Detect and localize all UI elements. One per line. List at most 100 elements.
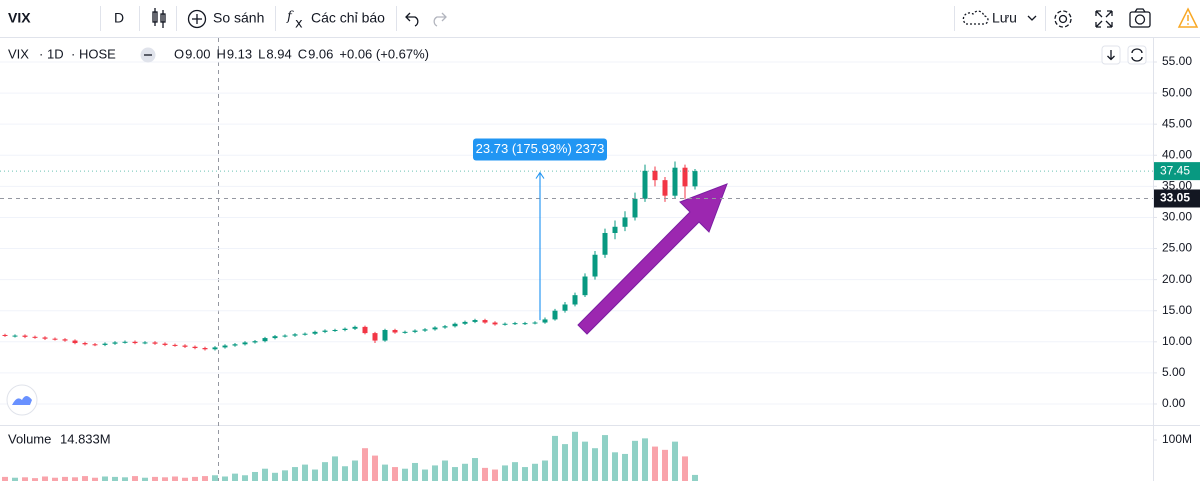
redo-button[interactable]	[433, 12, 447, 27]
snapshot-button[interactable]	[1129, 8, 1151, 28]
interval-button[interactable]: D	[114, 10, 124, 26]
volume-bar	[492, 469, 498, 481]
candle-body	[432, 327, 438, 330]
candle-body	[32, 336, 38, 338]
undo-button[interactable]	[405, 12, 419, 27]
y-tick-label: 40.00	[1162, 147, 1192, 161]
settings-button[interactable]	[1054, 10, 1072, 28]
volume-bar	[442, 460, 448, 481]
volume-bar	[82, 476, 88, 481]
indicators-button[interactable]: Các chỉ báo	[311, 10, 385, 26]
ohlc-label: O	[174, 46, 184, 61]
volume-tick-label: 100M	[1162, 432, 1192, 446]
volume-bar	[362, 448, 368, 481]
y-tick-label: 10.00	[1162, 334, 1192, 348]
candle-body	[622, 217, 628, 227]
volume-bar	[112, 476, 118, 481]
candle-body	[582, 276, 588, 296]
candle-body	[472, 320, 478, 322]
volume-bar	[532, 463, 538, 481]
volume-bar	[332, 456, 338, 481]
scroll-button[interactable]	[1101, 45, 1121, 65]
y-tick-label: 50.00	[1162, 85, 1192, 99]
volume-bar	[62, 476, 68, 481]
candle-body	[452, 323, 458, 327]
volume-bar	[232, 473, 238, 481]
volume-bar	[252, 471, 258, 481]
volume-bar	[402, 468, 408, 481]
toolbar	[0, 0, 1200, 37]
candle-body	[62, 339, 68, 341]
legend-dot: ·	[71, 46, 75, 61]
volume-bar	[42, 476, 48, 481]
indicators-icon[interactable]: f	[286, 10, 294, 25]
candle-body	[562, 304, 568, 311]
alert-icon[interactable]	[1177, 7, 1199, 28]
volume-bar	[642, 438, 648, 481]
volume-bar	[582, 441, 588, 481]
y-tick-label: 0.00	[1162, 396, 1186, 410]
candle-body	[162, 343, 168, 345]
volume-bar	[212, 475, 218, 481]
candle-body	[172, 344, 178, 346]
last-price-badge	[1154, 162, 1200, 181]
volume-bar	[372, 455, 378, 481]
legend-interval: 1D	[47, 46, 64, 61]
volume-bar	[552, 435, 558, 481]
ohlc-value: 9.06	[308, 46, 333, 61]
volume-bar	[12, 477, 18, 481]
volume-bar	[592, 448, 598, 481]
candle-body	[482, 320, 488, 323]
volume-bar	[482, 467, 488, 481]
y-tick-label: 25.00	[1162, 241, 1192, 255]
volume-bar	[142, 477, 148, 481]
compare-icon[interactable]	[187, 9, 207, 29]
volume-bar	[562, 444, 568, 481]
volume-bar	[272, 472, 278, 481]
volume-bars	[2, 431, 698, 481]
volume-title: Volume	[8, 431, 51, 446]
chart-type-button[interactable]	[152, 8, 166, 28]
candle-body	[392, 329, 398, 333]
volume-bar	[52, 477, 58, 481]
save-button[interactable]: Lưu	[992, 10, 1017, 26]
volume-bar	[322, 462, 328, 481]
candle-body	[262, 338, 268, 342]
candle-body	[282, 335, 288, 337]
candle-body	[142, 342, 148, 344]
compare-button[interactable]: So sánh	[213, 10, 264, 26]
candle-body	[132, 341, 138, 344]
y-tick-label: 15.00	[1162, 303, 1192, 317]
volume-bar	[262, 468, 268, 481]
candles	[2, 161, 698, 351]
candle-body	[652, 170, 658, 181]
measure-arrowhead	[535, 171, 545, 179]
candle-body	[382, 329, 388, 341]
reset-button[interactable]	[1127, 45, 1147, 65]
volume-bar	[282, 470, 288, 481]
candle-body	[42, 337, 48, 339]
fullscreen-button[interactable]	[1095, 10, 1113, 28]
volume-bar	[22, 477, 28, 481]
measure-label: 23.73 (175.93%) 2373	[476, 141, 605, 156]
ohlc-label: C	[298, 46, 307, 61]
candle-body	[212, 347, 218, 350]
candle-body	[592, 254, 598, 277]
candle-body	[22, 335, 28, 337]
volume-bar	[182, 477, 188, 481]
volume-bar	[172, 476, 178, 481]
volume-bar	[652, 446, 658, 481]
candle-body	[12, 335, 18, 337]
volume-bar	[192, 476, 198, 481]
volume-bar	[672, 441, 678, 481]
candle-body	[662, 180, 668, 196]
candle-body	[542, 319, 548, 323]
candle-body	[152, 342, 158, 344]
legend-collapse[interactable]	[140, 47, 156, 63]
symbol-button[interactable]: VIX	[8, 10, 31, 26]
volume-bar	[452, 467, 458, 481]
volume-bar	[222, 476, 228, 481]
candle-body	[572, 295, 578, 305]
save-menu[interactable]	[1027, 15, 1037, 21]
